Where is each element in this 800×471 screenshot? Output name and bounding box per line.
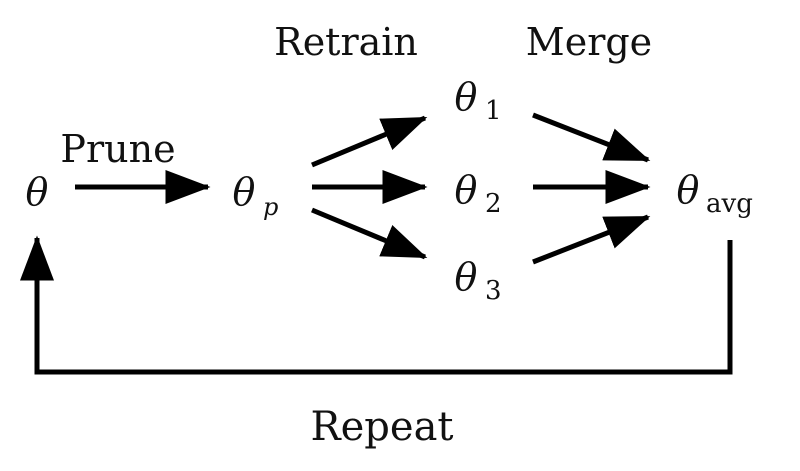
arrow-retrain-3 bbox=[311, 207, 428, 260]
node-theta-p: θ p bbox=[233, 170, 279, 221]
arrow-merge-3 bbox=[532, 214, 651, 265]
label-prune: Prune bbox=[60, 127, 175, 171]
node-theta-1-symbol: θ bbox=[455, 75, 478, 119]
node-theta-2-subscript: 2 bbox=[485, 189, 502, 219]
arrow-merge-1 bbox=[532, 112, 651, 163]
arrow-repeat-loop bbox=[19, 235, 733, 375]
node-theta-avg: θ avg bbox=[677, 168, 753, 219]
label-repeat: Repeat bbox=[311, 404, 454, 450]
node-theta-2-symbol: θ bbox=[455, 168, 478, 212]
arrow-retrain-1 bbox=[311, 115, 428, 168]
node-theta-1: θ 1 bbox=[455, 75, 502, 126]
node-theta-3: θ 3 bbox=[455, 255, 502, 306]
node-theta-p-symbol: θ bbox=[233, 170, 256, 214]
node-theta-p-subscript: p bbox=[263, 193, 278, 221]
node-theta-2: θ 2 bbox=[455, 168, 502, 219]
node-theta-1-subscript: 1 bbox=[485, 96, 502, 126]
node-theta-avg-subscript: avg bbox=[706, 189, 753, 219]
node-theta-avg-symbol: θ bbox=[677, 168, 700, 212]
node-theta-3-symbol: θ bbox=[455, 255, 478, 299]
node-theta-symbol: θ bbox=[26, 170, 49, 214]
label-retrain: Retrain bbox=[274, 20, 418, 64]
label-merge: Merge bbox=[526, 20, 652, 64]
node-theta-3-subscript: 3 bbox=[485, 276, 502, 306]
node-theta: θ bbox=[26, 170, 49, 214]
